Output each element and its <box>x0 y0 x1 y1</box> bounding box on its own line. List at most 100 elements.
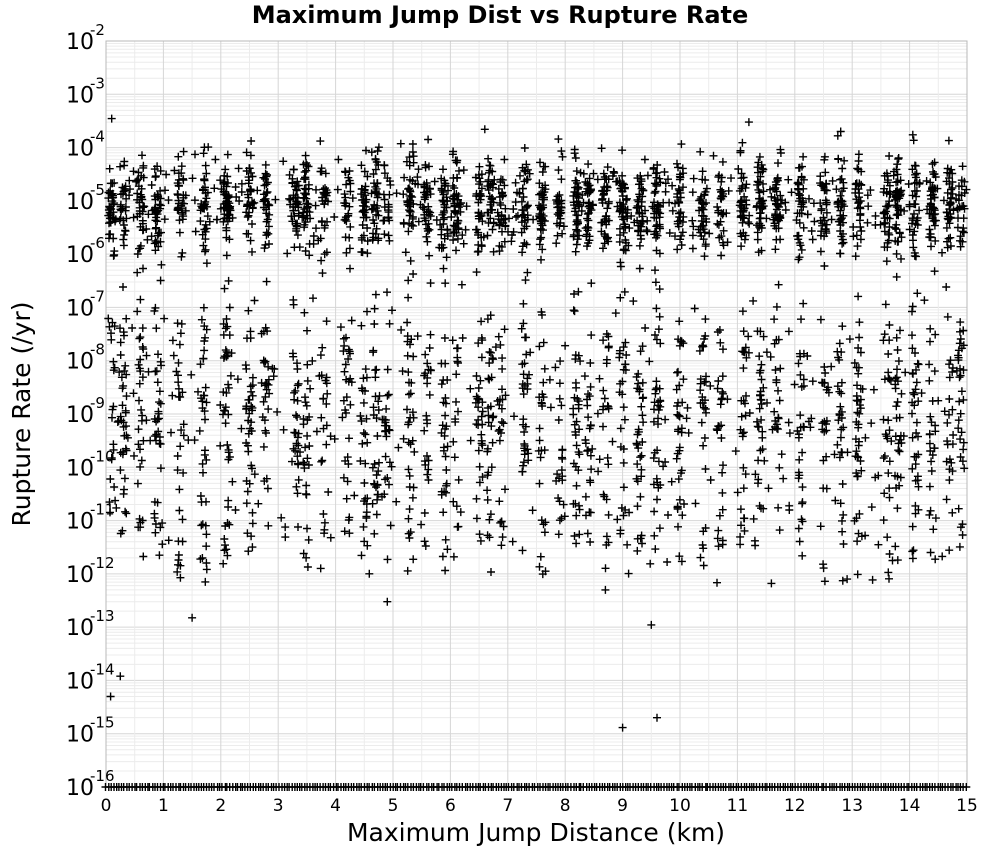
data-point <box>891 223 899 232</box>
data-point <box>619 511 628 520</box>
data-point <box>885 550 894 558</box>
data-point <box>676 188 685 197</box>
data-point <box>784 327 793 336</box>
data-point <box>696 194 705 203</box>
data-point <box>342 494 351 503</box>
data-point <box>653 168 662 177</box>
data-point <box>397 325 406 334</box>
data-point <box>518 546 527 555</box>
data-point <box>407 335 416 344</box>
data-point <box>884 350 893 358</box>
data-point <box>535 436 544 445</box>
x-tick-label: 12 <box>784 796 806 816</box>
data-point <box>374 211 383 220</box>
data-point <box>242 167 251 175</box>
data-point <box>406 175 414 184</box>
data-point <box>853 204 862 213</box>
data-point <box>263 484 272 493</box>
data-point <box>867 503 876 512</box>
data-point <box>473 394 482 403</box>
data-point <box>188 613 197 622</box>
data-point <box>244 179 253 188</box>
data-point <box>766 352 775 361</box>
data-point <box>555 394 564 403</box>
data-point <box>646 559 655 568</box>
data-point <box>371 290 380 299</box>
data-point <box>425 184 434 193</box>
data-point <box>540 188 549 197</box>
data-point <box>488 194 497 202</box>
data-point <box>370 219 379 228</box>
data-point <box>623 205 632 214</box>
data-point <box>489 413 497 422</box>
data-point <box>484 186 493 195</box>
data-point <box>602 217 611 226</box>
data-point <box>112 503 121 512</box>
data-point <box>497 541 506 550</box>
data-point <box>261 175 270 183</box>
data-point <box>931 514 940 523</box>
data-point <box>115 368 124 377</box>
data-point <box>665 229 674 237</box>
data-point <box>363 224 372 232</box>
data-point <box>374 234 383 243</box>
data-point <box>874 540 883 549</box>
data-point <box>223 179 232 187</box>
data-point <box>369 348 378 357</box>
data-point <box>901 368 910 377</box>
data-point <box>454 195 462 204</box>
data-point <box>440 431 449 440</box>
data-point <box>908 219 916 228</box>
data-point <box>133 307 142 316</box>
data-point <box>818 378 826 387</box>
data-point <box>511 178 520 187</box>
data-point <box>930 444 939 453</box>
data-point <box>537 308 546 316</box>
data-point <box>358 207 367 216</box>
data-point <box>289 352 298 361</box>
data-point <box>639 418 648 427</box>
data-point <box>753 177 762 186</box>
y-tick-base: 10 <box>66 350 94 375</box>
data-point <box>316 137 325 146</box>
data-point <box>609 167 618 176</box>
data-point <box>911 349 919 357</box>
data-point <box>316 234 325 243</box>
data-point <box>739 173 748 182</box>
data-point <box>156 166 165 175</box>
data-point <box>247 387 256 396</box>
data-point <box>487 373 496 382</box>
data-point <box>583 210 592 218</box>
data-point <box>116 672 125 681</box>
data-point <box>505 214 513 223</box>
y-axis-label: Rupture Rate (/yr) <box>7 302 36 527</box>
data-point <box>309 232 318 240</box>
data-point <box>477 242 486 251</box>
data-point <box>558 229 567 238</box>
data-point <box>488 179 496 188</box>
data-point <box>796 352 805 361</box>
data-point <box>362 508 371 517</box>
data-point <box>359 522 368 531</box>
data-point <box>835 339 844 348</box>
data-point <box>383 555 392 564</box>
data-point <box>173 452 182 460</box>
data-point <box>795 455 804 464</box>
data-point <box>358 439 367 448</box>
data-point <box>304 535 313 544</box>
data-point <box>202 559 211 567</box>
data-point <box>121 406 130 415</box>
data-point <box>943 418 952 427</box>
data-point <box>557 466 566 475</box>
data-point <box>673 193 682 202</box>
data-point <box>618 171 627 180</box>
data-point <box>926 178 935 187</box>
data-point <box>201 189 210 198</box>
data-point <box>501 391 510 400</box>
data-point <box>363 237 372 246</box>
data-point <box>575 530 584 539</box>
data-point <box>776 149 785 157</box>
data-point <box>320 250 329 259</box>
data-point <box>715 511 724 520</box>
data-point <box>772 187 781 196</box>
